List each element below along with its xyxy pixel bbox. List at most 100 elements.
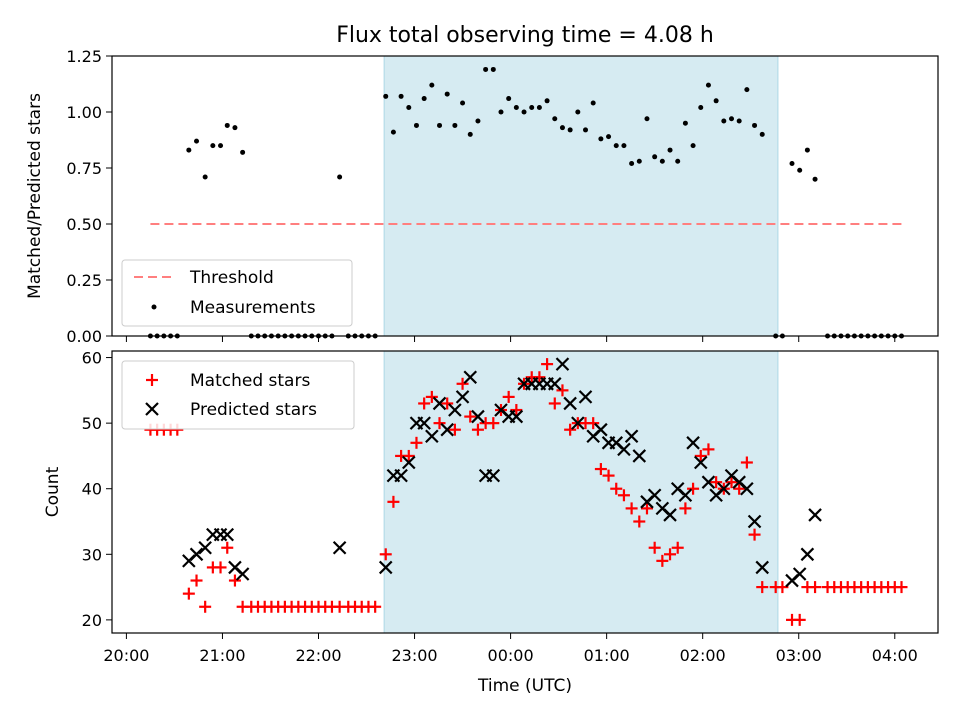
x-tick-label: 01:00: [584, 646, 630, 665]
top-x-axis: [125, 336, 896, 342]
legend-predicted-swatch: [145, 402, 159, 416]
matched-star-point: [199, 600, 212, 613]
top-y-tick-label: 0.50: [66, 215, 102, 234]
measurement-point: [690, 143, 696, 149]
measurement-point: [636, 158, 642, 164]
predicted-star-point: [555, 357, 570, 371]
matched-star-point: [694, 449, 707, 462]
predicted-star-point: [594, 422, 608, 437]
measurement-point: [812, 176, 818, 182]
bottom-y-tick-label: 50: [82, 414, 102, 433]
predicted-star-point: [571, 416, 585, 430]
measurement-point: [713, 98, 719, 104]
measurement-point: [590, 100, 596, 106]
measurement-point: [621, 143, 627, 149]
matched-star-point: [640, 502, 653, 515]
bottom-legend: Matched stars Predicted stars: [121, 360, 355, 430]
top-legend: Threshold Measurements: [121, 259, 353, 327]
measurement-point: [536, 105, 542, 111]
measurement-point: [490, 66, 496, 72]
measurement-point: [506, 96, 512, 102]
measurement-point: [575, 109, 581, 115]
matched-star-point: [228, 574, 241, 587]
x-tick-label: 03:00: [776, 646, 822, 665]
measurement-point: [513, 105, 519, 111]
x-tick-label: 23:00: [391, 646, 437, 665]
matched-star-point: [687, 482, 700, 495]
matched-star-point: [541, 358, 554, 371]
matched-star-point: [214, 561, 227, 574]
top-shaded-region: [383, 55, 779, 337]
predicted-star-point: [198, 540, 212, 555]
predicted-star-point: [800, 547, 815, 562]
top-legend-box: [121, 259, 353, 327]
measurement-point: [467, 131, 473, 137]
predicted-star-point: [189, 547, 204, 562]
measurement-point: [598, 136, 604, 142]
matched-star-point: [610, 482, 623, 495]
measurement-point: [606, 134, 612, 140]
predicted-star-point: [647, 488, 662, 503]
matched-star-point: [548, 397, 561, 410]
measurement-point: [521, 109, 527, 115]
matched-star-point: [633, 515, 646, 528]
predicted-star-point: [402, 455, 416, 470]
predicted-star-point: [563, 396, 577, 411]
measurement-point: [721, 118, 727, 124]
measurement-point: [552, 116, 558, 122]
top-plot-frame: [111, 55, 939, 337]
bottom-y-tick-label: 40: [82, 480, 102, 499]
predicted-star-point: [747, 514, 762, 529]
measurement-point: [804, 147, 810, 153]
predicted-star-point: [471, 409, 485, 424]
bottom-y-tick-label: 60: [82, 349, 102, 368]
x-axis-label: Time (UTC): [477, 676, 572, 696]
measurement-point: [337, 174, 343, 180]
chart-title: Flux total observing time = 4.08 h: [336, 23, 714, 48]
top-y-tick-label: 1.00: [66, 103, 102, 122]
matched-star-point: [748, 528, 761, 541]
measurement-point: [759, 131, 765, 137]
predicted-star-point: [220, 527, 235, 542]
matched-star-point: [648, 541, 661, 554]
predicted-star-point: [755, 560, 770, 575]
predicted-star-point: [808, 508, 822, 522]
matched-star-point: [710, 476, 723, 489]
measurement-point: [789, 161, 795, 167]
predicted-star-point: [678, 488, 693, 503]
legend-measurements-swatch: [151, 304, 157, 310]
matched-star-point: [369, 600, 382, 613]
measurement-point: [736, 118, 742, 124]
measurement-point: [429, 82, 435, 88]
predicted-star-point: [740, 481, 754, 496]
legend-matched-swatch: [146, 374, 158, 386]
predicted-star-point: [693, 455, 708, 470]
measurement-point: [398, 93, 404, 99]
legend-predicted-label: Predicted stars: [190, 400, 317, 420]
predicted-star-point: [448, 403, 462, 417]
matched-star-point: [433, 417, 446, 430]
measurement-point: [413, 122, 419, 128]
matched-star-point: [387, 495, 400, 508]
matched-star-point: [679, 502, 692, 515]
matched-star-point: [425, 390, 438, 403]
predicted-star-point: [332, 540, 347, 555]
measurement-point: [659, 158, 665, 164]
measurement-point: [194, 138, 200, 144]
legend-matched-label: Matched stars: [190, 371, 310, 391]
matched-star-point: [487, 417, 500, 430]
legend-measurements-label: Measurements: [190, 298, 316, 318]
matched-star-point: [625, 502, 638, 515]
measurement-point: [186, 147, 192, 153]
measurement-point: [452, 122, 458, 128]
bottom-y-axis-label: Count: [43, 466, 63, 517]
predicted-star-point: [578, 390, 593, 404]
measurement-point: [460, 100, 466, 106]
predicted-star-point: [486, 468, 501, 483]
matched-star-point: [740, 456, 753, 469]
measurement-point: [437, 122, 443, 128]
measurement-point: [705, 82, 711, 88]
predicted-star-point: [792, 567, 807, 581]
matched-star-point: [464, 410, 477, 423]
measurement-point: [613, 143, 619, 149]
